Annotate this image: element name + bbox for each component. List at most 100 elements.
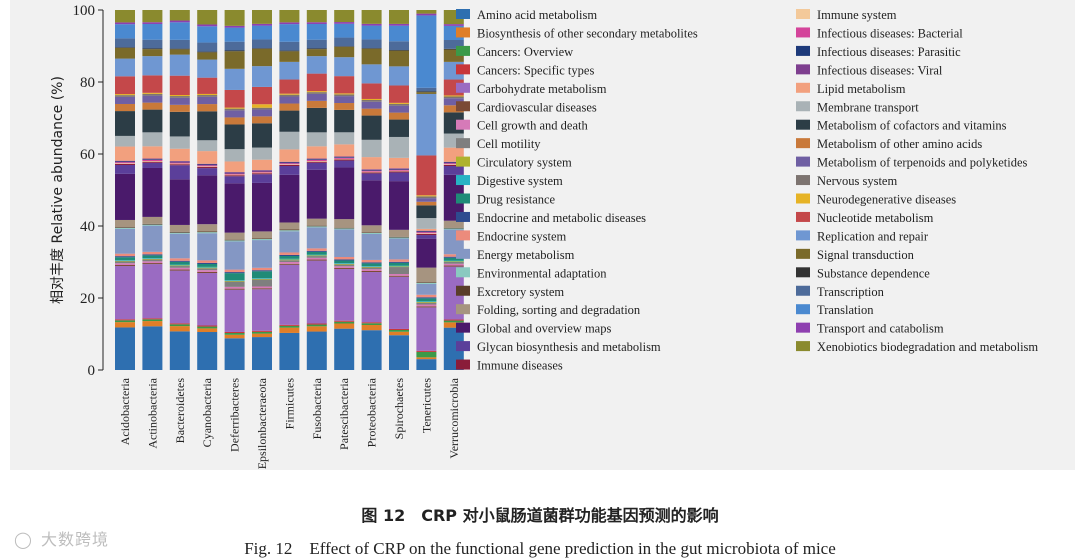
- bar-segment: [306, 158, 327, 160]
- bar-segment: [252, 270, 272, 272]
- bar-segment: [197, 24, 218, 27]
- bar-segment: [361, 173, 382, 181]
- bar-segment: [279, 79, 300, 94]
- bar-segment: [334, 229, 355, 258]
- bar-segment: [416, 93, 437, 156]
- bar-segment: [224, 272, 245, 274]
- bar-segment: [361, 267, 382, 270]
- bar-segment: [361, 48, 382, 49]
- bar-segment: [279, 96, 300, 104]
- bar-segment: [169, 164, 190, 166]
- bar-segment: [142, 102, 163, 110]
- bar-segment: [443, 263, 464, 266]
- bar-segment: [169, 97, 190, 105]
- legend-label: Excretory system: [477, 285, 564, 299]
- bar-segment: [443, 260, 464, 262]
- legend-swatch: [456, 64, 470, 75]
- bar-segment: [361, 39, 382, 49]
- bar-segment: [197, 326, 218, 329]
- bar-segment: [416, 294, 437, 298]
- bar-segment: [306, 49, 327, 57]
- bar-segment: [142, 159, 163, 161]
- bar-segment: [169, 148, 190, 162]
- bar-segment: [443, 227, 464, 229]
- bar-segment: [197, 273, 218, 326]
- legend-swatch: [456, 359, 470, 370]
- bar-segment: [361, 263, 382, 267]
- bar-segment: [197, 328, 218, 333]
- legend-swatch: [456, 101, 470, 112]
- bar-segment: [306, 227, 327, 249]
- bar-segment: [443, 261, 464, 262]
- bar-segment: [416, 301, 437, 303]
- bar-segment: [389, 168, 409, 169]
- bar-segment: [252, 123, 272, 148]
- bar-segment: [142, 49, 163, 57]
- bar-segment: [142, 95, 163, 103]
- bar-segment: [224, 232, 245, 240]
- bar-segment: [443, 24, 464, 26]
- legend-label: Endocrine system: [477, 229, 566, 243]
- bar-segment: [389, 23, 409, 26]
- bar-segment: [389, 25, 409, 42]
- bar-segment: [252, 39, 272, 49]
- bar-segment: [115, 265, 135, 267]
- bar-segment: [252, 288, 272, 290]
- bar-segment: [115, 160, 135, 162]
- bar-segment: [197, 231, 218, 233]
- bar-segment: [334, 321, 355, 324]
- bar-segment: [306, 159, 327, 160]
- watermark: ◯ 大数跨境: [14, 526, 109, 550]
- bar-segment: [389, 105, 409, 113]
- bar-segment: [224, 107, 245, 109]
- bar-segment: [224, 161, 245, 173]
- bar-segment: [142, 109, 163, 133]
- bar-segment: [197, 59, 218, 78]
- bar-segment: [306, 100, 327, 108]
- bar-segment: [416, 201, 437, 206]
- bar-segment: [306, 331, 327, 370]
- bar-segment: [224, 68, 245, 90]
- legend-label: Metabolism of other amino acids: [817, 137, 982, 151]
- bar-segment: [115, 38, 135, 48]
- bar-segment: [416, 231, 437, 233]
- bar-segment: [361, 232, 382, 234]
- bar-segment: [389, 170, 409, 172]
- legend-label: Cell motility: [477, 137, 541, 151]
- legend-label: Endocrine and metabolic diseases: [477, 211, 646, 225]
- bar-segment: [279, 263, 300, 265]
- bar-segment: [224, 289, 245, 332]
- bar-stacks: [115, 10, 464, 370]
- figure-panel: 0 20 40 60 80 100 Acidobacteria Actinobacteria…: [10, 0, 1075, 470]
- bar-segment: [142, 326, 163, 370]
- bar-segment: [361, 325, 382, 331]
- legend-swatch: [456, 9, 470, 19]
- bar-segment: [416, 233, 437, 234]
- bar-segment: [389, 237, 409, 239]
- bar-segment: [416, 10, 437, 14]
- legend-swatch: [796, 193, 810, 204]
- x-tick-label: Cyanobacteria: [200, 377, 214, 447]
- bar-segment: [252, 337, 272, 370]
- bar-segment: [306, 93, 327, 101]
- legend-swatch: [796, 267, 810, 278]
- bar-segment: [169, 136, 190, 149]
- bar-segment: [279, 256, 300, 259]
- bar-segment: [306, 56, 327, 74]
- bar-segment: [252, 107, 272, 110]
- bar-segment: [361, 100, 382, 102]
- bar-segment: [224, 338, 245, 370]
- bar-segment: [334, 269, 355, 321]
- speech-bubble-logo-icon: ◯: [14, 530, 33, 549]
- bar-segment: [252, 239, 272, 241]
- bar-segment: [334, 160, 355, 168]
- bar-segment: [252, 104, 272, 108]
- legend-label: Neurodegenerative diseases: [817, 193, 956, 207]
- bar-segment: [416, 304, 437, 307]
- legend-label: Substance dependence: [817, 266, 930, 280]
- x-tick-label: Fusobacteria: [310, 377, 324, 439]
- bar-segment: [443, 265, 464, 267]
- bar-segment: [306, 146, 327, 159]
- bar-segment: [416, 359, 437, 370]
- bar-segment: [115, 94, 135, 96]
